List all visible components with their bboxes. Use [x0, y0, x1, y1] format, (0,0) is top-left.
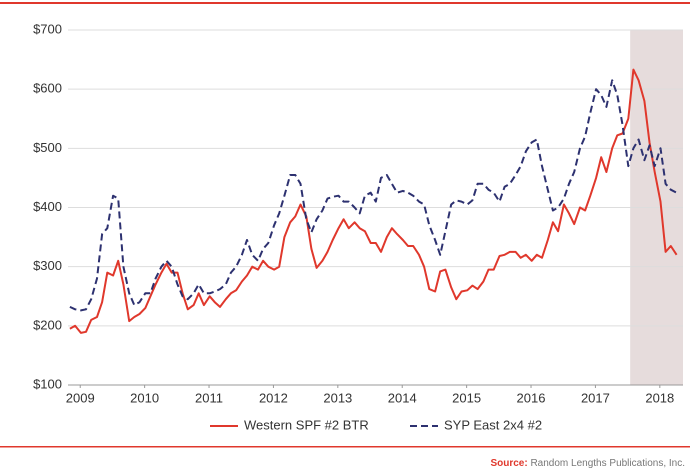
x-tick-label: 2012: [259, 390, 288, 405]
source-label: Source:: [490, 458, 527, 469]
y-tick-label: $400: [33, 199, 62, 214]
series-line: [69, 79, 678, 312]
x-tick-label: 2013: [323, 390, 352, 405]
y-tick-label: $600: [33, 81, 62, 96]
x-tick-label: 2010: [130, 390, 159, 405]
y-tick-label: $200: [33, 317, 62, 332]
legend-label: Western SPF #2 BTR: [244, 417, 369, 432]
y-tick-label: $300: [33, 258, 62, 273]
top-rule: [0, 2, 690, 4]
source: Source: Random Lengths Publications, Inc…: [490, 458, 685, 469]
x-tick-label: 2014: [388, 390, 417, 405]
y-tick-label: $500: [33, 140, 62, 155]
y-tick-label: $100: [33, 376, 62, 391]
legend-label: SYP East 2x4 #2: [444, 417, 542, 432]
y-tick-label: $700: [33, 21, 62, 36]
x-tick-label: 2015: [452, 390, 481, 405]
source-text: Random Lengths Publications, Inc.: [530, 458, 685, 469]
x-tick-label: 2011: [195, 390, 223, 405]
x-tick-label: 2016: [517, 390, 546, 405]
x-tick-label: 2018: [645, 390, 674, 405]
bottom-rule: [0, 446, 690, 448]
series-line: [69, 68, 678, 334]
x-tick-label: 2017: [581, 390, 610, 405]
x-tick-label: 2009: [66, 390, 95, 405]
